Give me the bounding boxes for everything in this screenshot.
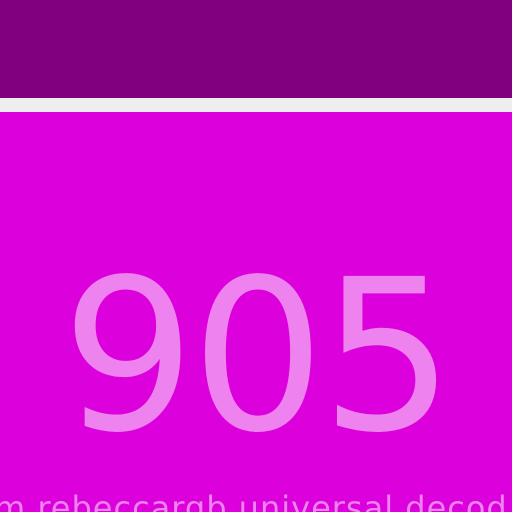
divider <box>0 98 512 112</box>
top-bar <box>0 0 512 98</box>
caption-text: m rebeccargb universal decod <box>0 489 508 512</box>
content-panel: 905 m rebeccargb universal decod <box>0 112 512 512</box>
big-number: 905 <box>61 234 455 479</box>
